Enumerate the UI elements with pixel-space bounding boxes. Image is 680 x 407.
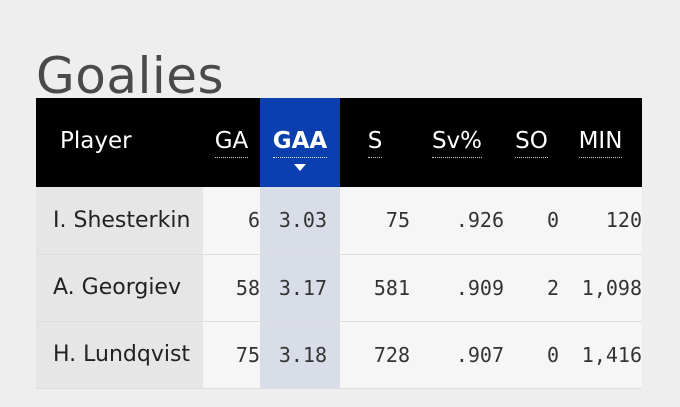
shutouts-cell: 2 (504, 254, 559, 322)
save-pct-cell: .909 (410, 254, 504, 322)
shots-cell: 581 (340, 254, 410, 322)
column-header-player[interactable]: Player (36, 98, 203, 187)
ga-cell: 58 (203, 254, 260, 322)
minutes-cell: 120 (559, 187, 642, 255)
column-header-label: SO (515, 128, 548, 158)
goalies-stats-table: Player GA GAA S Sv% SO MIN I. Shesterkin… (36, 98, 642, 389)
column-header-gaa[interactable]: GAA (260, 98, 340, 187)
column-header-sv-pct[interactable]: Sv% (410, 98, 504, 187)
column-header-label: S (367, 128, 383, 158)
save-pct-cell: .926 (410, 187, 504, 255)
player-name-cell[interactable]: H. Lundqvist (36, 321, 203, 389)
table-row: A. Georgiev 58 3.17 581 .909 2 1,098 (36, 254, 642, 322)
column-header-label: MIN (578, 128, 623, 158)
save-pct-cell: .907 (410, 321, 504, 389)
ga-cell: 75 (203, 321, 260, 389)
column-header-s[interactable]: S (340, 98, 410, 187)
table-row: H. Lundqvist 75 3.18 728 .907 0 1,416 (36, 321, 642, 389)
column-header-label: Player (60, 128, 132, 154)
gaa-cell: 3.03 (260, 187, 340, 255)
column-header-so[interactable]: SO (504, 98, 559, 187)
gaa-cell: 3.17 (260, 254, 340, 322)
column-header-label: GA (214, 128, 249, 158)
minutes-cell: 1,416 (559, 321, 642, 389)
player-name-cell[interactable]: A. Georgiev (36, 254, 203, 322)
ga-cell: 6 (203, 187, 260, 255)
column-header-label: Sv% (431, 128, 483, 158)
sort-descending-icon (294, 164, 306, 171)
table-row: I. Shesterkin 6 3.03 75 .926 0 120 (36, 187, 642, 255)
table-header-row: Player GA GAA S Sv% SO MIN (36, 98, 642, 187)
shutouts-cell: 0 (504, 321, 559, 389)
column-header-min[interactable]: MIN (559, 98, 642, 187)
minutes-cell: 1,098 (559, 254, 642, 322)
shutouts-cell: 0 (504, 187, 559, 255)
shots-cell: 75 (340, 187, 410, 255)
player-name-cell[interactable]: I. Shesterkin (36, 187, 203, 255)
column-header-label: GAA (272, 128, 328, 158)
page-title: Goalies (36, 46, 225, 105)
shots-cell: 728 (340, 321, 410, 389)
column-header-ga[interactable]: GA (203, 98, 260, 187)
gaa-cell: 3.18 (260, 321, 340, 389)
